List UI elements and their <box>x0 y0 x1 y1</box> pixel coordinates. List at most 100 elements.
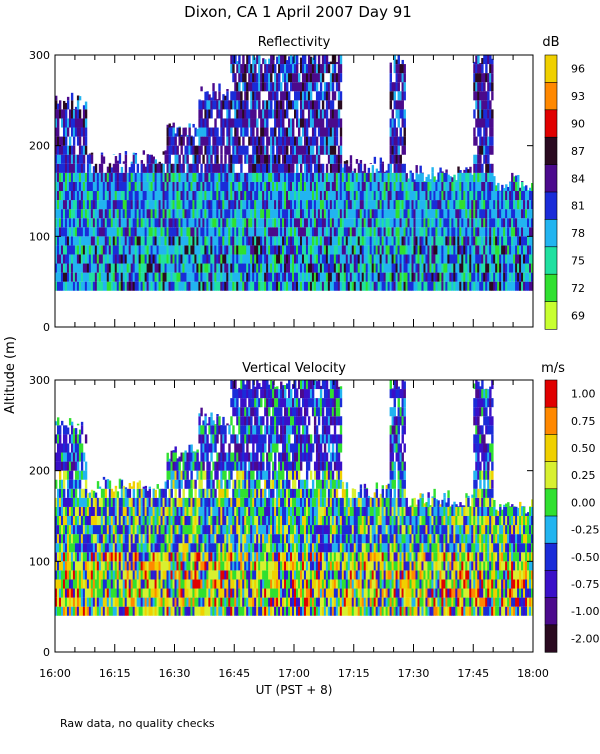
heatmap-cell <box>278 73 280 82</box>
heatmap-cell <box>390 73 392 82</box>
heatmap-vertical-velocity <box>55 380 533 616</box>
heatmap-cell <box>469 167 471 173</box>
heatmap-cell <box>346 160 348 164</box>
heatmap-cell <box>419 166 421 173</box>
heatmap-cell <box>521 181 523 182</box>
heatmap-cell <box>332 100 334 109</box>
heatmap-cell <box>200 164 202 173</box>
heatmap-cell <box>178 155 180 164</box>
heatmap-cell <box>85 137 87 146</box>
heatmap-cell <box>63 489 65 498</box>
heatmap-cell <box>360 160 362 164</box>
heatmap-cell <box>260 64 262 73</box>
panel-title-reflectivity: Reflectivity <box>258 35 331 50</box>
colorbar-swatch <box>545 137 557 165</box>
heatmap-cell <box>192 137 194 146</box>
colorbar-label: 90 <box>571 118 585 131</box>
heatmap-cell <box>491 64 493 73</box>
heatmap-cell <box>364 164 366 173</box>
heatmap-cell <box>400 155 402 164</box>
heatmap-cell <box>63 480 65 489</box>
colorbar-label: 81 <box>571 200 585 213</box>
heatmap-cell <box>216 155 218 164</box>
heatmap-cell <box>340 55 342 64</box>
heatmap-cell <box>135 153 137 155</box>
heatmap-cell <box>59 434 61 443</box>
colorbar-swatch <box>545 165 557 193</box>
heatmap-cell <box>77 100 79 109</box>
heatmap-cell <box>338 82 340 91</box>
heatmap-reflectivity <box>55 55 533 291</box>
heatmap-cell <box>276 91 278 100</box>
colorbar-swatch <box>545 192 557 220</box>
heatmap-cell <box>390 100 392 109</box>
heatmap-cell <box>485 128 487 137</box>
heatmap-cell <box>105 489 107 498</box>
heatmap-cell <box>296 109 298 118</box>
heatmap-cell <box>137 164 139 173</box>
heatmap-cell <box>340 146 342 155</box>
heatmap-cell <box>89 164 91 173</box>
heatmap-cell <box>234 73 236 82</box>
heatmap-cell <box>121 167 123 173</box>
heatmap-cell <box>485 64 487 73</box>
heatmap-cell <box>489 100 491 109</box>
heatmap-cell <box>77 462 79 471</box>
heatmap-cell <box>340 118 342 127</box>
heatmap-cell <box>479 155 481 164</box>
heatmap-cell <box>242 55 244 64</box>
heatmap-cell <box>340 128 342 137</box>
heatmap-cell <box>228 146 230 155</box>
heatmap-cell <box>473 128 475 137</box>
heatmap-cell <box>147 154 149 155</box>
heatmap-cell <box>91 155 93 164</box>
heatmap-cell <box>302 109 304 118</box>
colorbar-label: 75 <box>571 255 585 268</box>
heatmap-cell <box>292 128 294 137</box>
heatmap-cell <box>226 89 228 91</box>
heatmap-cell <box>238 55 240 64</box>
heatmap-cell <box>210 109 212 118</box>
heatmap-cell <box>75 428 77 434</box>
heatmap-cell <box>374 157 376 164</box>
heatmap-cell <box>382 162 384 164</box>
colorbar-swatch <box>545 110 557 138</box>
heatmap-cell <box>304 55 306 64</box>
heatmap-cell <box>270 100 272 109</box>
colorbar-label: 84 <box>571 172 585 185</box>
y-tick-label: 0 <box>43 321 50 334</box>
heatmap-cell <box>103 156 105 163</box>
heatmap-cell <box>264 59 266 64</box>
heatmap-cell <box>81 462 83 471</box>
heatmap-cell <box>274 64 276 73</box>
colorbar-label: 87 <box>571 145 585 158</box>
heatmap-cell <box>390 164 392 173</box>
heatmap-cell <box>119 153 121 155</box>
heatmap-cell <box>421 173 423 182</box>
heatmap-cell <box>382 164 384 173</box>
heatmap-cell <box>200 146 202 155</box>
heatmap-cell <box>298 73 300 82</box>
heatmap-cell <box>258 91 260 100</box>
heatmap-cell <box>296 55 298 64</box>
colorbar-units-reflectivity: dB <box>542 35 559 50</box>
heatmap-cell <box>208 137 210 146</box>
heatmap-cell <box>402 60 404 64</box>
heatmap-cell <box>368 168 370 173</box>
heatmap-cell <box>81 422 83 425</box>
heatmap-cell <box>85 146 87 155</box>
heatmap-cell <box>310 164 312 173</box>
heatmap-cell <box>57 417 59 425</box>
heatmap-cell <box>491 118 493 127</box>
colorbar-label: 93 <box>571 90 585 103</box>
panel-title-vertical-velocity: Vertical Velocity <box>242 361 346 376</box>
heatmap-cell <box>91 153 93 155</box>
heatmap-cell <box>79 96 81 100</box>
heatmap-cell <box>103 477 105 480</box>
heatmap-cell <box>274 128 276 137</box>
heatmap-cell <box>246 100 248 109</box>
heatmap-cell <box>246 91 248 100</box>
heatmap-cell <box>394 91 396 100</box>
